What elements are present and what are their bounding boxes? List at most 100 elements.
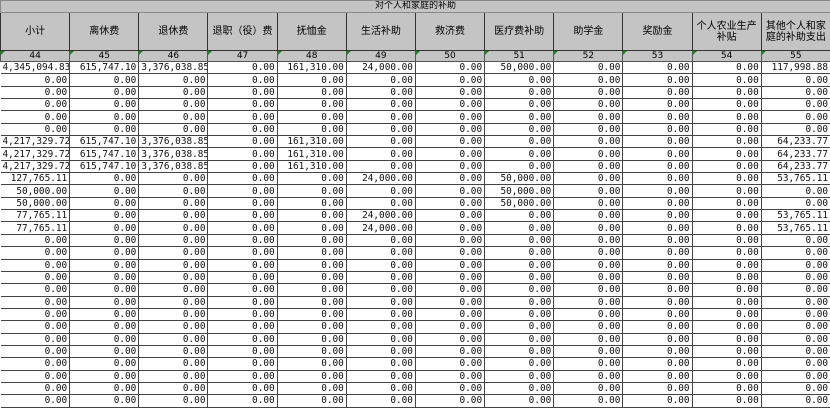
data-cell[interactable]: 50,000.00 xyxy=(0,196,71,211)
data-cell[interactable]: 0.00 xyxy=(69,85,140,100)
data-cell[interactable]: 0.00 xyxy=(138,357,209,371)
data-cell[interactable]: 0.00 xyxy=(415,196,486,211)
data-cell[interactable]: 0.00 xyxy=(761,184,830,198)
data-cell[interactable]: 0.00 xyxy=(138,172,209,186)
data-cell[interactable]: 0.00 xyxy=(484,221,555,235)
data-cell[interactable]: 0.00 xyxy=(277,295,347,309)
data-cell[interactable]: 0.00 xyxy=(346,196,416,211)
column-header[interactable]: 医疗费补助 xyxy=(484,12,555,51)
data-cell[interactable]: 0.00 xyxy=(415,184,486,198)
data-cell[interactable]: 0.00 xyxy=(415,98,486,112)
data-cell[interactable]: 0.00 xyxy=(207,98,278,112)
data-cell[interactable]: 0.00 xyxy=(622,233,693,248)
data-cell[interactable]: 0.00 xyxy=(0,73,71,87)
data-cell[interactable]: 0.00 xyxy=(277,246,347,260)
data-cell[interactable]: 0.00 xyxy=(69,233,140,248)
data-cell[interactable]: 0.00 xyxy=(0,98,71,112)
column-number-cell[interactable]: 53 xyxy=(622,50,693,62)
data-cell[interactable]: 0.00 xyxy=(277,172,347,186)
data-cell[interactable]: 0.00 xyxy=(69,283,140,297)
data-cell[interactable]: 0.00 xyxy=(692,332,762,346)
data-cell[interactable]: 0.00 xyxy=(484,233,555,248)
data-cell[interactable]: 0.00 xyxy=(484,394,555,408)
data-cell[interactable]: 0.00 xyxy=(692,270,762,285)
data-cell[interactable]: 0.00 xyxy=(553,209,624,223)
data-cell[interactable]: 615,747.10 xyxy=(69,60,140,75)
data-cell[interactable]: 0.00 xyxy=(761,73,830,87)
group-title[interactable]: 对个人和家庭的补助 xyxy=(0,0,830,13)
data-cell[interactable]: 0.00 xyxy=(346,270,416,285)
data-cell[interactable]: 0.00 xyxy=(69,307,140,322)
data-cell[interactable]: 0.00 xyxy=(207,221,278,235)
data-cell[interactable]: 0.00 xyxy=(692,320,762,334)
data-cell[interactable]: 0.00 xyxy=(553,344,624,359)
data-cell[interactable]: 0.00 xyxy=(207,85,278,100)
data-cell[interactable]: 0.00 xyxy=(692,196,762,211)
data-cell[interactable]: 3,376,038.85 xyxy=(138,135,209,149)
data-cell[interactable]: 0.00 xyxy=(415,221,486,235)
data-cell[interactable]: 0.00 xyxy=(69,320,140,334)
data-cell[interactable]: 0.00 xyxy=(761,270,830,285)
data-cell[interactable]: 0.00 xyxy=(207,184,278,198)
data-cell[interactable]: 0.00 xyxy=(277,196,347,211)
data-cell[interactable]: 0.00 xyxy=(0,270,71,285)
data-cell[interactable]: 0.00 xyxy=(346,394,416,408)
data-cell[interactable]: 0.00 xyxy=(622,135,693,149)
data-cell[interactable]: 0.00 xyxy=(692,122,762,137)
data-cell[interactable]: 0.00 xyxy=(207,369,278,383)
data-cell[interactable]: 0.00 xyxy=(622,344,693,359)
data-cell[interactable]: 0.00 xyxy=(138,270,209,285)
data-cell[interactable]: 64,233.77 xyxy=(761,135,830,149)
data-cell[interactable]: 0.00 xyxy=(207,332,278,346)
data-cell[interactable]: 0.00 xyxy=(415,110,486,124)
data-cell[interactable]: 77,765.11 xyxy=(0,221,71,235)
data-cell[interactable]: 0.00 xyxy=(346,295,416,309)
data-cell[interactable]: 0.00 xyxy=(622,283,693,297)
data-cell[interactable]: 0.00 xyxy=(692,135,762,149)
data-cell[interactable]: 0.00 xyxy=(692,369,762,383)
data-cell[interactable]: 0.00 xyxy=(207,73,278,87)
data-cell[interactable]: 0.00 xyxy=(277,233,347,248)
data-cell[interactable]: 615,747.10 xyxy=(69,147,140,161)
data-cell[interactable]: 0.00 xyxy=(553,85,624,100)
data-cell[interactable]: 0.00 xyxy=(415,381,486,396)
data-cell[interactable]: 0.00 xyxy=(69,196,140,211)
data-cell[interactable]: 0.00 xyxy=(138,233,209,248)
data-cell[interactable]: 0.00 xyxy=(761,98,830,112)
data-cell[interactable]: 0.00 xyxy=(761,258,830,272)
data-cell[interactable]: 0.00 xyxy=(622,320,693,334)
data-cell[interactable]: 0.00 xyxy=(622,172,693,186)
data-cell[interactable]: 0.00 xyxy=(622,85,693,100)
data-cell[interactable]: 0.00 xyxy=(484,73,555,87)
data-cell[interactable]: 0.00 xyxy=(346,73,416,87)
data-cell[interactable]: 0.00 xyxy=(207,344,278,359)
data-cell[interactable]: 0.00 xyxy=(207,295,278,309)
data-cell[interactable]: 0.00 xyxy=(553,172,624,186)
data-cell[interactable]: 0.00 xyxy=(69,332,140,346)
data-cell[interactable]: 0.00 xyxy=(346,233,416,248)
data-cell[interactable]: 0.00 xyxy=(277,98,347,112)
data-cell[interactable]: 0.00 xyxy=(553,184,624,198)
column-header[interactable]: 救济费 xyxy=(414,12,486,51)
data-cell[interactable]: 0.00 xyxy=(622,159,693,174)
data-cell[interactable]: 0.00 xyxy=(415,270,486,285)
data-cell[interactable]: 0.00 xyxy=(415,73,486,87)
data-cell[interactable]: 0.00 xyxy=(277,209,347,223)
data-cell[interactable]: 0.00 xyxy=(138,209,209,223)
data-cell[interactable]: 0.00 xyxy=(0,295,71,309)
data-cell[interactable]: 0.00 xyxy=(138,283,209,297)
data-cell[interactable]: 161,310.00 xyxy=(277,135,347,149)
data-cell[interactable]: 4,217,329.72 xyxy=(0,147,71,161)
data-cell[interactable]: 0.00 xyxy=(0,307,71,322)
data-cell[interactable]: 0.00 xyxy=(415,320,486,334)
column-header[interactable]: 助学金 xyxy=(553,12,624,51)
data-cell[interactable]: 0.00 xyxy=(346,344,416,359)
data-cell[interactable]: 0.00 xyxy=(346,135,416,149)
data-cell[interactable]: 0.00 xyxy=(622,357,693,371)
data-cell[interactable]: 0.00 xyxy=(761,122,830,137)
data-cell[interactable]: 0.00 xyxy=(346,147,416,161)
data-cell[interactable]: 0.00 xyxy=(622,295,693,309)
data-cell[interactable]: 0.00 xyxy=(138,258,209,272)
data-cell[interactable]: 0.00 xyxy=(138,110,209,124)
data-cell[interactable]: 0.00 xyxy=(277,394,347,408)
